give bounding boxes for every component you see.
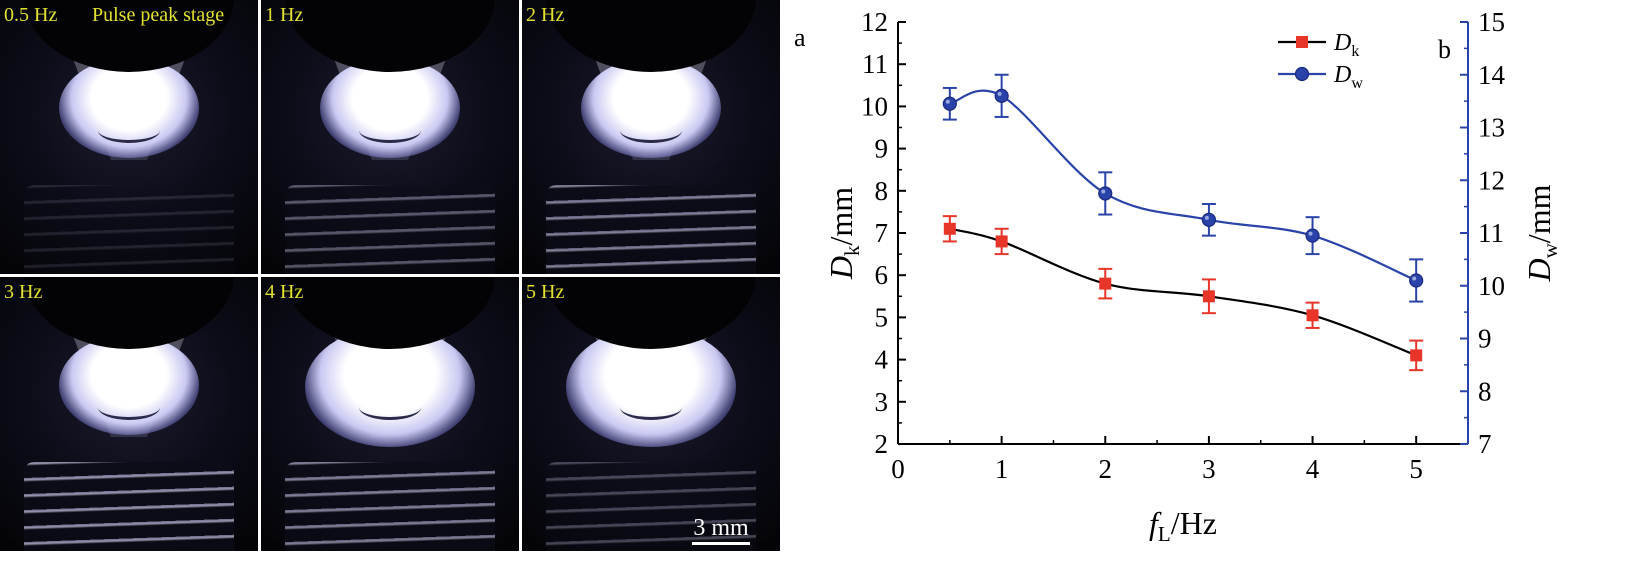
right-y-tick-label: 9 bbox=[1478, 324, 1492, 354]
data-point-highlight bbox=[1204, 215, 1209, 220]
right-y-tick-label: 8 bbox=[1478, 376, 1492, 406]
weld-photo-panel: 5 Hz 3 mm bbox=[522, 277, 780, 551]
weld-photo-panel: 0.5 Hz Pulse peak stage bbox=[0, 0, 258, 274]
legend-label: Dw bbox=[1333, 62, 1363, 92]
weld-photo-panel: 1 Hz bbox=[261, 0, 519, 274]
electrode-tip bbox=[98, 118, 160, 143]
right-y-tick-label: 7 bbox=[1478, 429, 1492, 459]
x-axis-label: fL/Hz bbox=[1149, 505, 1217, 546]
nozzle-shape bbox=[285, 277, 495, 349]
weld-photo-panel: 3 Hz bbox=[0, 277, 258, 551]
photo-frequency-label: 0.5 Hz bbox=[4, 4, 58, 26]
left-y-tick-label: 4 bbox=[875, 345, 889, 375]
data-point-highlight bbox=[945, 99, 950, 104]
left-y-tick-label: 11 bbox=[862, 49, 888, 79]
left-y-tick-label: 2 bbox=[875, 429, 889, 459]
left-y-tick-label: 7 bbox=[875, 218, 889, 248]
scale-bar-line bbox=[692, 542, 750, 545]
legend-label: Dk bbox=[1333, 30, 1359, 60]
weld-photo-panel: 4 Hz bbox=[261, 277, 519, 551]
left-y-tick-label: 6 bbox=[875, 260, 889, 290]
arc-glow bbox=[581, 58, 721, 158]
data-point-dk bbox=[943, 222, 956, 235]
data-point-highlight bbox=[1101, 189, 1106, 194]
left-y-tick-label: 5 bbox=[875, 302, 889, 332]
deposited-layers bbox=[546, 185, 756, 274]
deposited-layers bbox=[24, 185, 234, 274]
nozzle-shape bbox=[546, 277, 756, 349]
left-y-tick-label: 12 bbox=[861, 7, 888, 37]
data-point-dw bbox=[1201, 212, 1217, 227]
arc-glow bbox=[59, 335, 199, 435]
arc-glow bbox=[59, 58, 199, 158]
electrode-tip bbox=[620, 118, 682, 143]
stage-label: Pulse peak stage bbox=[92, 4, 225, 26]
nozzle-shape bbox=[285, 0, 495, 72]
nozzle-shape bbox=[546, 0, 756, 72]
x-tick-label: 0 bbox=[891, 454, 905, 484]
data-point-dw bbox=[1305, 228, 1320, 243]
electrode-tip bbox=[359, 118, 421, 143]
photo-frequency-label: 2 Hz bbox=[526, 4, 565, 26]
deposited-layers bbox=[546, 462, 756, 551]
data-point-highlight bbox=[1412, 276, 1417, 281]
panel-label-a: a bbox=[794, 23, 806, 52]
right-y-tick-label: 14 bbox=[1478, 60, 1506, 90]
data-point-dk bbox=[1410, 349, 1423, 362]
legend-marker bbox=[1296, 36, 1308, 48]
right-y-tick-label: 11 bbox=[1478, 218, 1504, 248]
photo-frequency-label: 3 Hz bbox=[4, 281, 43, 303]
data-point-dk bbox=[1099, 277, 1112, 290]
photo-frequency-label: 1 Hz bbox=[265, 4, 304, 26]
electrode-tip bbox=[620, 395, 682, 420]
left-y-tick-label: 3 bbox=[875, 387, 889, 417]
legend-marker bbox=[1294, 66, 1310, 82]
weld-photo-panel: 2 Hz bbox=[522, 0, 780, 274]
data-point-highlight bbox=[1308, 231, 1313, 236]
photo-frequency-label: 5 Hz bbox=[526, 281, 565, 303]
deposited-layers bbox=[285, 185, 495, 274]
deposited-layers bbox=[285, 462, 495, 551]
arc-glow bbox=[320, 58, 460, 158]
x-tick-label: 1 bbox=[995, 454, 1009, 484]
x-tick-label: 4 bbox=[1306, 454, 1320, 484]
right-y-axis-label: Dw/mm bbox=[1521, 184, 1562, 282]
x-tick-label: 3 bbox=[1202, 454, 1216, 484]
left-y-tick-label: 10 bbox=[861, 91, 888, 121]
data-point-dw bbox=[1409, 273, 1424, 288]
left-y-tick-label: 9 bbox=[875, 134, 889, 164]
scale-bar-label: 3 mm bbox=[693, 515, 749, 541]
data-point-dk bbox=[995, 235, 1008, 248]
weld-photo-grid: 0.5 Hz Pulse peak stage 1 Hz 2 Hz 3 Hz 4 Hz 5 … bbox=[0, 0, 780, 551]
data-point-highlight bbox=[997, 91, 1002, 96]
scale-bar: 3 mm bbox=[676, 515, 766, 545]
right-y-tick-label: 12 bbox=[1478, 165, 1505, 195]
right-y-tick-label: 10 bbox=[1478, 271, 1505, 301]
panel-label-b: b bbox=[1438, 35, 1451, 64]
right-y-tick-label: 13 bbox=[1478, 113, 1505, 143]
deposited-layers bbox=[24, 462, 234, 551]
data-point-dw bbox=[1098, 186, 1113, 201]
right-y-tick-label: 15 bbox=[1478, 7, 1505, 37]
data-point-dk bbox=[1306, 309, 1319, 322]
series-line-dw bbox=[949, 89, 1417, 282]
electrode-tip bbox=[98, 395, 160, 420]
data-point-dw bbox=[942, 96, 957, 111]
nozzle-shape bbox=[24, 277, 234, 349]
x-tick-label: 2 bbox=[1099, 454, 1113, 484]
electrode-tip bbox=[359, 395, 421, 420]
data-point-dw bbox=[994, 88, 1009, 103]
photo-frequency-label: 4 Hz bbox=[265, 281, 304, 303]
x-tick-label: 5 bbox=[1409, 454, 1423, 484]
data-point-dk bbox=[1202, 290, 1215, 303]
left-y-axis-label: Dk/mm bbox=[823, 187, 864, 280]
diameter-chart: a b0 1 2 3 4 523456789101112789101112131415fL/… bbox=[794, 7, 1562, 546]
left-y-tick-label: 8 bbox=[875, 176, 889, 206]
